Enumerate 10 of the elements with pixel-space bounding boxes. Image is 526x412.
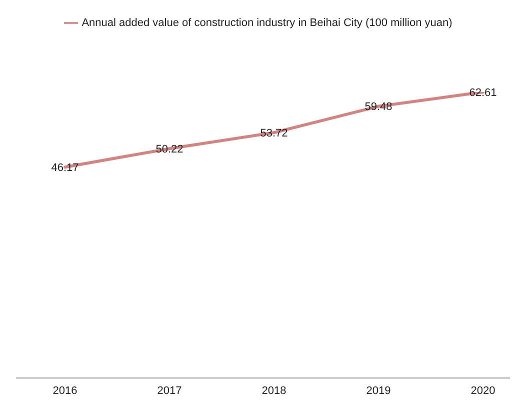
data-label: 46.17: [51, 162, 79, 174]
x-tick-label: 2019: [366, 384, 391, 397]
data-label: 59.48: [364, 101, 392, 114]
x-tick-label: 2018: [262, 384, 286, 397]
x-tick-label: 2020: [470, 384, 496, 397]
data-label: 50.22: [156, 144, 184, 156]
data-label: 62.61: [469, 86, 497, 99]
legend-label: Annual added value of construction industry in Beihai City (100 million yuan): [82, 16, 452, 29]
x-tick-label: 2017: [157, 384, 182, 397]
x-tick-label: 2016: [52, 384, 78, 397]
